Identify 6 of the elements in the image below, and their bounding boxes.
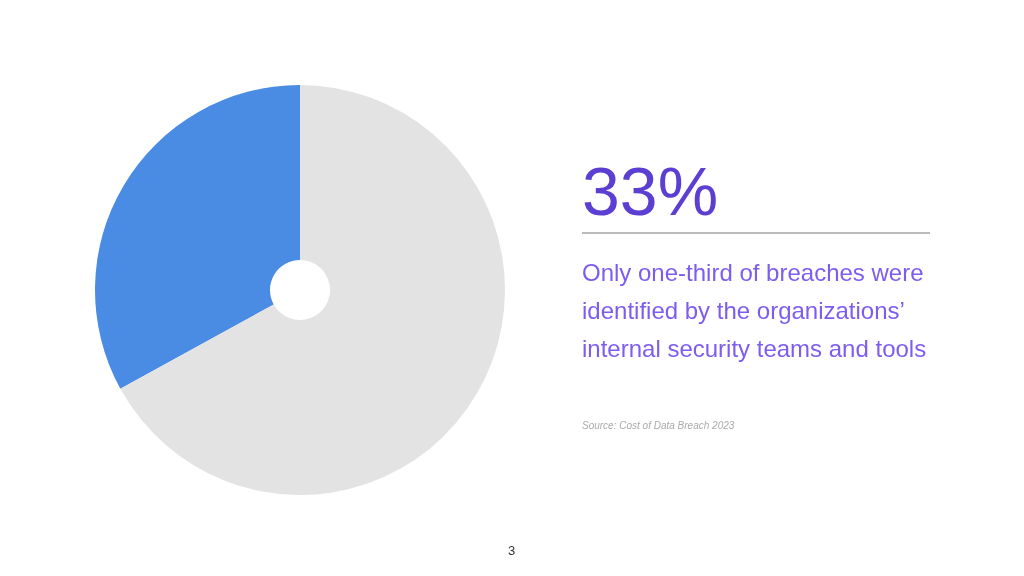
donut-slice [120,85,505,495]
text: 3 [508,543,516,558]
text: 33% [582,152,930,234]
text: Only one-third of breaches were identified by the organizations’ internal security teams and tools [582,258,928,364]
source-note: Source: Cost of Data Breach 2023 [582,420,735,431]
donut-slice [95,85,300,389]
